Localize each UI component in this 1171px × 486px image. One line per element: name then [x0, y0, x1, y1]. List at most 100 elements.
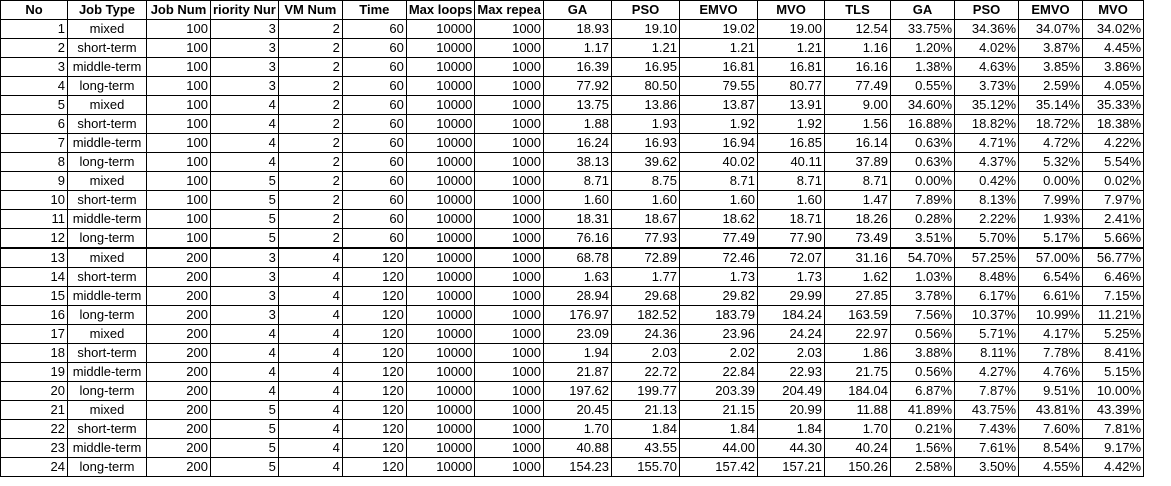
table-cell[interactable]: 41.89%: [890, 400, 956, 420]
table-cell[interactable]: 4: [277, 438, 343, 458]
table-cell[interactable]: 10000: [405, 228, 476, 249]
table-cell[interactable]: 1.63: [543, 267, 613, 287]
table-cell[interactable]: mixed: [67, 400, 147, 420]
table-cell[interactable]: 10000: [405, 324, 476, 344]
table-cell[interactable]: 20: [0, 381, 68, 401]
table-cell[interactable]: 200: [146, 286, 211, 306]
table-cell[interactable]: 2: [277, 57, 343, 77]
column-header[interactable]: Job Num: [146, 0, 211, 20]
table-cell[interactable]: 8.41%: [1082, 343, 1145, 363]
table-cell[interactable]: 1000: [474, 343, 545, 363]
table-cell[interactable]: 28.94: [543, 286, 613, 306]
table-cell[interactable]: 5.25%: [1082, 324, 1145, 344]
table-cell[interactable]: 1.62: [824, 267, 892, 287]
table-cell[interactable]: 44.30: [757, 438, 826, 458]
table-cell[interactable]: 8.11%: [954, 343, 1020, 363]
table-cell[interactable]: 4: [277, 381, 343, 401]
table-cell[interactable]: 1.47: [824, 190, 892, 210]
table-cell[interactable]: 5.15%: [1082, 362, 1145, 382]
table-cell[interactable]: 2.58%: [890, 457, 956, 477]
table-cell[interactable]: 100: [146, 57, 211, 77]
table-cell[interactable]: 24.36: [611, 324, 681, 344]
table-cell[interactable]: 120: [341, 381, 407, 401]
table-cell[interactable]: 1000: [474, 152, 545, 172]
table-cell[interactable]: 157.21: [757, 457, 826, 477]
table-cell[interactable]: 4: [277, 305, 343, 325]
table-cell[interactable]: 0.00%: [1018, 171, 1084, 191]
table-cell[interactable]: long-term: [67, 228, 147, 249]
table-cell[interactable]: 120: [341, 286, 407, 306]
table-cell[interactable]: 77.49: [824, 76, 892, 96]
table-cell[interactable]: 1.16: [824, 38, 892, 58]
table-cell[interactable]: 120: [341, 362, 407, 382]
table-cell[interactable]: middle-term: [67, 286, 147, 306]
table-cell[interactable]: 4: [277, 343, 343, 363]
table-cell[interactable]: 10000: [405, 267, 476, 287]
table-cell[interactable]: 203.39: [679, 381, 759, 401]
table-cell[interactable]: 182.52: [611, 305, 681, 325]
table-cell[interactable]: 157.42: [679, 457, 759, 477]
table-cell[interactable]: 2: [0, 38, 68, 58]
table-cell[interactable]: 10000: [405, 419, 476, 439]
table-cell[interactable]: 20.99: [757, 400, 826, 420]
table-cell[interactable]: 1000: [474, 76, 545, 96]
table-cell[interactable]: 200: [146, 438, 211, 458]
table-cell[interactable]: 120: [341, 457, 407, 477]
table-cell[interactable]: 10000: [405, 152, 476, 172]
table-cell[interactable]: 1.86: [824, 343, 892, 363]
table-cell[interactable]: 100: [146, 38, 211, 58]
table-cell[interactable]: middle-term: [67, 438, 147, 458]
table-cell[interactable]: 6: [0, 114, 68, 134]
table-cell[interactable]: 10000: [405, 76, 476, 96]
table-cell[interactable]: 7.99%: [1018, 190, 1084, 210]
table-cell[interactable]: 13.87: [679, 95, 759, 115]
table-cell[interactable]: 1.92: [757, 114, 826, 134]
table-cell[interactable]: 4.37%: [954, 152, 1020, 172]
table-cell[interactable]: 2: [277, 38, 343, 58]
table-cell[interactable]: 43.55: [611, 438, 681, 458]
table-cell[interactable]: 43.39%: [1082, 400, 1145, 420]
table-cell[interactable]: 54.70%: [890, 247, 956, 268]
table-cell[interactable]: 8.54%: [1018, 438, 1084, 458]
table-cell[interactable]: 2.22%: [954, 209, 1020, 229]
table-cell[interactable]: 1.84: [679, 419, 759, 439]
table-cell[interactable]: 100: [146, 171, 211, 191]
table-cell[interactable]: 4: [210, 343, 279, 363]
table-cell[interactable]: long-term: [67, 152, 147, 172]
table-cell[interactable]: 60: [341, 38, 407, 58]
table-cell[interactable]: 0.21%: [890, 419, 956, 439]
table-cell[interactable]: 3: [0, 57, 68, 77]
table-cell[interactable]: 33.75%: [890, 19, 956, 39]
table-cell[interactable]: 8.75: [611, 171, 681, 191]
table-cell[interactable]: 2: [277, 228, 343, 249]
table-cell[interactable]: middle-term: [67, 362, 147, 382]
table-cell[interactable]: 200: [146, 267, 211, 287]
table-cell[interactable]: 27.85: [824, 286, 892, 306]
table-cell[interactable]: 15: [0, 286, 68, 306]
table-cell[interactable]: middle-term: [67, 133, 147, 153]
table-cell[interactable]: 4: [277, 457, 343, 477]
table-cell[interactable]: 8.71: [757, 171, 826, 191]
table-cell[interactable]: 1000: [474, 190, 545, 210]
table-cell[interactable]: 100: [146, 152, 211, 172]
table-cell[interactable]: 8.71: [679, 171, 759, 191]
table-cell[interactable]: 4: [210, 114, 279, 134]
table-cell[interactable]: 16.95: [611, 57, 681, 77]
table-cell[interactable]: 100: [146, 19, 211, 39]
table-cell[interactable]: 4: [210, 324, 279, 344]
table-cell[interactable]: 40.88: [543, 438, 613, 458]
table-cell[interactable]: mixed: [67, 95, 147, 115]
table-cell[interactable]: 3.78%: [890, 286, 956, 306]
table-cell[interactable]: 1000: [474, 457, 545, 477]
table-cell[interactable]: 5.17%: [1018, 228, 1084, 249]
table-cell[interactable]: 1.84: [611, 419, 681, 439]
table-cell[interactable]: 20.45: [543, 400, 613, 420]
table-cell[interactable]: 73.49: [824, 228, 892, 249]
table-cell[interactable]: 16.14: [824, 133, 892, 153]
table-cell[interactable]: 4: [0, 76, 68, 96]
table-cell[interactable]: 0.63%: [890, 133, 956, 153]
table-cell[interactable]: 10000: [405, 209, 476, 229]
table-cell[interactable]: 1000: [474, 114, 545, 134]
table-cell[interactable]: 4: [277, 400, 343, 420]
table-cell[interactable]: 21.15: [679, 400, 759, 420]
